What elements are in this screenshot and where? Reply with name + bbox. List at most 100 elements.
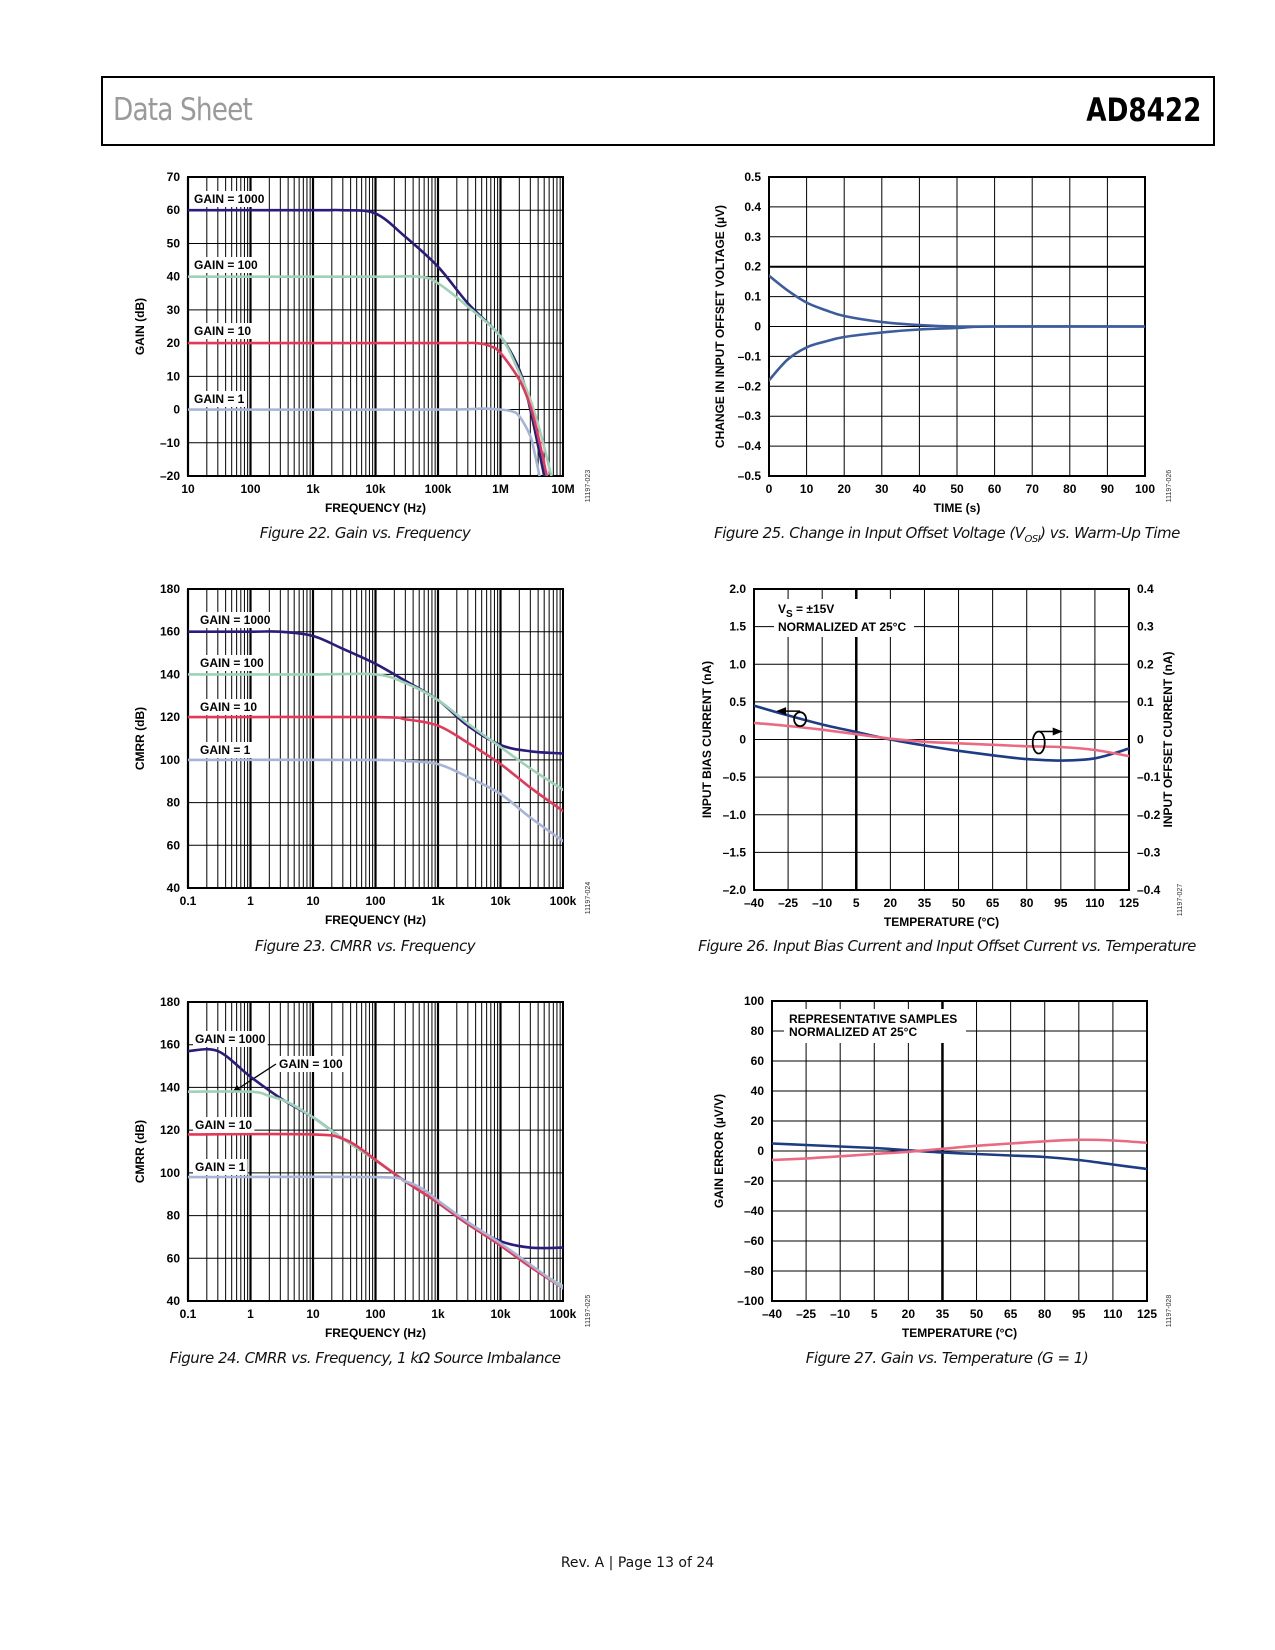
y-tick-label: 100 [160, 753, 180, 767]
series-label-background [198, 612, 273, 628]
series-label: GAIN = 100 [200, 656, 264, 670]
x-tick-label: 50 [950, 482, 964, 496]
x-tick-label: 70 [1026, 482, 1040, 496]
figure-id-label: 11197-023 [585, 470, 592, 503]
x-tick-label: 100 [1135, 482, 1155, 496]
series-line-gain1000 [188, 630, 563, 755]
x-tick-label: 10k [490, 1307, 510, 1321]
x-axis-label: FREQUENCY (Hz) [325, 1326, 426, 1340]
x-axis-label: TIME (s) [934, 501, 981, 515]
right-axis-indicator-icon [1031, 730, 1046, 755]
y-tick-label: 0.5 [729, 695, 746, 709]
y-tick-label: 2.0 [729, 582, 746, 596]
x-tick-label: 100k [550, 1307, 577, 1321]
figure-24-caption: Figure 24. CMRR vs. Frequency, 1 kΩ Sour… [169, 1349, 561, 1367]
x-tick-label: 65 [1004, 1307, 1018, 1321]
x-tick-label: 1 [247, 1307, 254, 1321]
y-tick-label: –60 [744, 1234, 764, 1248]
annotation-samples: REPRESENTATIVE SAMPLES [789, 1012, 957, 1026]
series-label: GAIN = 1 [194, 392, 245, 406]
series-label: GAIN = 100 [194, 258, 258, 272]
y-tick-label: 0.1 [744, 290, 761, 304]
x-tick-label: 1M [492, 482, 509, 496]
x-tick-label: –10 [812, 896, 832, 910]
grid [186, 588, 563, 889]
x-tick-label: 5 [871, 1307, 878, 1321]
figure-id-label: 11197-028 [1166, 1295, 1173, 1328]
y-tick-label: 0 [173, 403, 180, 417]
figure-26-caption: Figure 26. Input Bias Current and Input … [698, 937, 1196, 955]
x-tick-label: 1k [431, 1307, 445, 1321]
left-axis-indicator-icon [793, 711, 807, 728]
x-tick-label: 125 [1137, 1307, 1157, 1321]
series-label: GAIN = 100 [279, 1057, 343, 1071]
y2-tick-label: 0 [1137, 733, 1144, 747]
y-tick-label: 0 [739, 733, 746, 747]
y-tick-label: 140 [160, 1080, 180, 1094]
series-label-background [192, 257, 261, 273]
page-footer: Rev. A | Page 13 of 24 [560, 1555, 715, 1571]
series-label: GAIN = 1000 [200, 613, 271, 627]
series-line-gain1 [188, 1175, 563, 1290]
series-label-background [277, 1056, 346, 1072]
y-tick-label: 0.5 [744, 170, 761, 184]
y-tick-label: 140 [160, 667, 180, 681]
figure-23-caption: Figure 23. CMRR vs. Frequency [254, 937, 476, 955]
x-tick-label: 5 [853, 896, 860, 910]
x-tick-label: 125 [1119, 896, 1139, 910]
x-tick-label: 10M [551, 482, 574, 496]
y-tick-label: 80 [167, 1209, 181, 1223]
y-tick-label: –2.0 [723, 883, 747, 897]
y-tick-label: 20 [751, 1114, 765, 1128]
y-tick-label: 70 [167, 170, 181, 184]
annotation-normalized: NORMALIZED AT 25°C [778, 620, 906, 634]
series-label-background [193, 1031, 268, 1047]
x-tick-label: 20 [838, 482, 852, 496]
x-tick-label: 100k [550, 894, 577, 908]
y2-tick-label: –0.4 [1137, 883, 1161, 897]
x-tick-label: 100 [365, 894, 385, 908]
y2-axis-label: INPUT OFFSET CURRENT (nA) [1161, 652, 1175, 828]
plot-frame [187, 1001, 564, 1302]
y-axis-label: CHANGE IN INPUT OFFSET VOLTAGE (µV) [713, 205, 727, 448]
x-tick-label: –40 [744, 896, 764, 910]
y-tick-label: –40 [744, 1204, 764, 1218]
x-tick-label: –10 [830, 1307, 850, 1321]
series-label: GAIN = 10 [194, 324, 251, 338]
y-tick-label: 80 [751, 1024, 765, 1038]
y-axis-label: GAIN (dB) [133, 298, 147, 355]
series-label: GAIN = 10 [200, 700, 257, 714]
x-tick-label: 20 [884, 896, 898, 910]
y-tick-label: 1.5 [729, 620, 746, 634]
plot-frame [771, 1000, 1148, 1302]
y-tick-label: 20 [167, 336, 181, 350]
series-label-background [193, 1117, 255, 1133]
annotation-supply: VS = ±15V [778, 602, 834, 620]
right-arrow-icon [1052, 727, 1063, 736]
series-line-gain100 [188, 672, 563, 792]
x-axis-label: TEMPERATURE (°C) [902, 1326, 1017, 1340]
series-label: GAIN = 1 [195, 1160, 246, 1174]
series-line-1 [754, 721, 1129, 758]
y-tick-label: 40 [167, 881, 181, 895]
y-axis-label: INPUT BIAS CURRENT (nA) [700, 661, 714, 818]
y-tick-label: –0.4 [738, 439, 762, 453]
x-tick-label: 95 [1072, 1307, 1086, 1321]
y2-tick-label: –0.2 [1137, 808, 1161, 822]
y2-tick-label: –0.3 [1137, 845, 1161, 859]
series-line-0 [772, 1142, 1147, 1171]
x-tick-label: 10 [306, 894, 320, 908]
caption-text: Figure 25. Change in Input Offset Voltag… [714, 524, 1025, 542]
series-line-gain1 [188, 407, 541, 476]
series-line-gain1 [188, 758, 563, 843]
grid [771, 1000, 1148, 1302]
annotation-v: V [778, 602, 786, 616]
y-tick-label: –0.1 [738, 349, 762, 363]
x-tick-label: 100 [365, 1307, 385, 1321]
figure-23-chart: 0.1 1 10 100 1k 10k 100k 180 160 140 120 100 80 60 40 F… [133, 582, 592, 927]
y-tick-label: 0 [754, 320, 761, 334]
y-tick-label: –0.5 [723, 770, 747, 784]
